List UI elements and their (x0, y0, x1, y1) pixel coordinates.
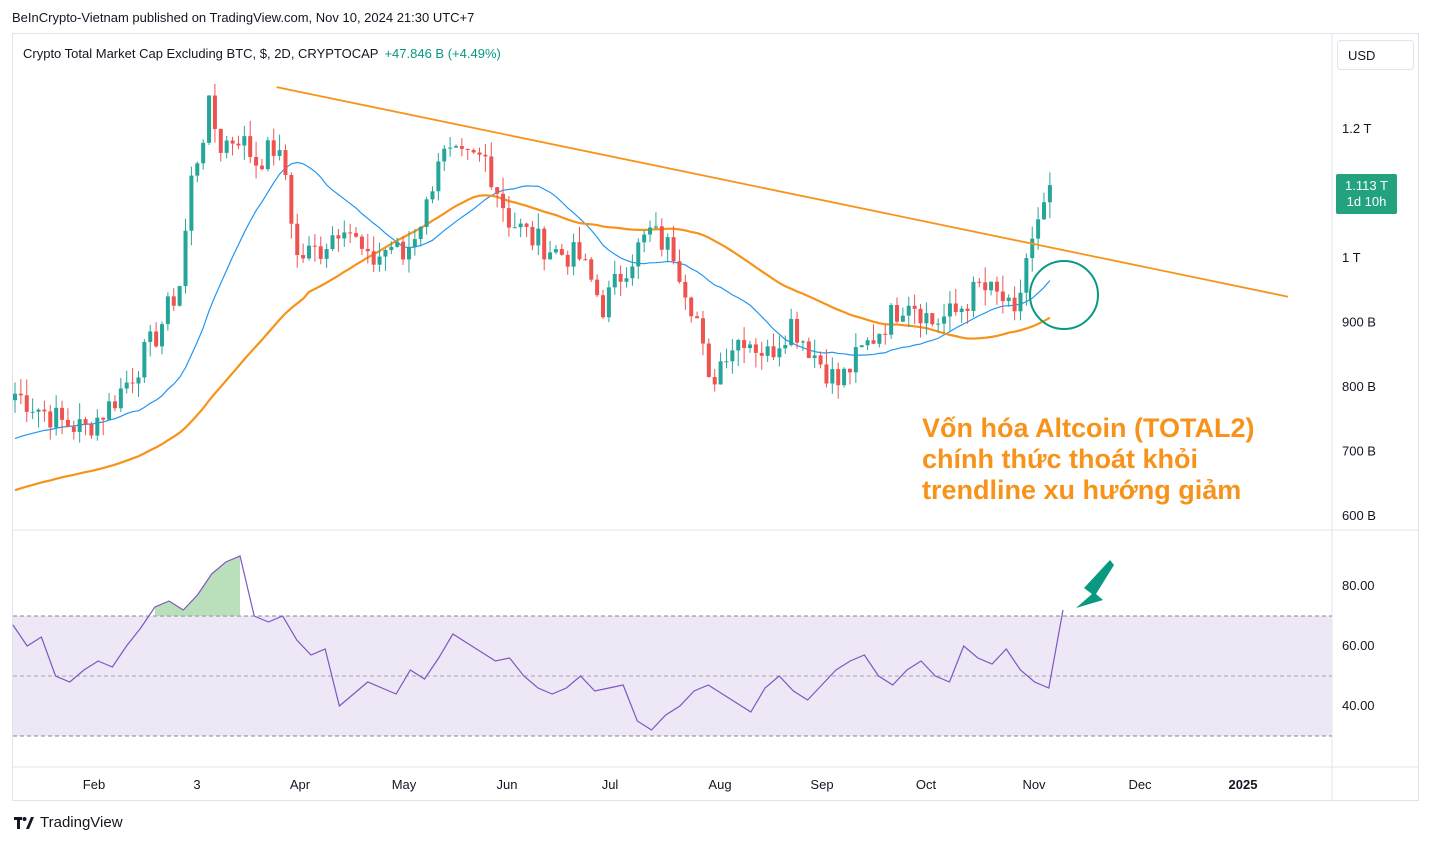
chart-annotation: Vốn hóa Altcoin (TOTAL2) chính thức thoá… (922, 413, 1254, 506)
symbol-title: Crypto Total Market Cap Excluding BTC, $… (23, 46, 501, 61)
currency-button[interactable]: USD (1337, 40, 1414, 70)
publisher-line: BeInCrypto-Vietnam published on TradingV… (12, 10, 475, 25)
footer-brand-label: TradingView (40, 814, 123, 831)
footer-brand[interactable]: TradingView (14, 814, 123, 831)
annotation-line-2: chính thức thoát khỏi (922, 444, 1199, 474)
price-change: +47.846 B (+4.49%) (384, 46, 501, 61)
symbol-name[interactable]: Crypto Total Market Cap Excluding BTC, $… (23, 46, 379, 61)
last-price: 1.113 T (1345, 178, 1388, 193)
last-price-tag: 1.113 T 1d 10h (1336, 174, 1397, 214)
annotation-line-1: Vốn hóa Altcoin (TOTAL2) (922, 413, 1255, 443)
annotation-line-3: trendline xu hướng giảm (922, 475, 1242, 505)
chart-frame (12, 33, 1419, 801)
tradingview-logo-icon (14, 816, 34, 829)
bar-countdown: 1d 10h (1346, 194, 1387, 209)
